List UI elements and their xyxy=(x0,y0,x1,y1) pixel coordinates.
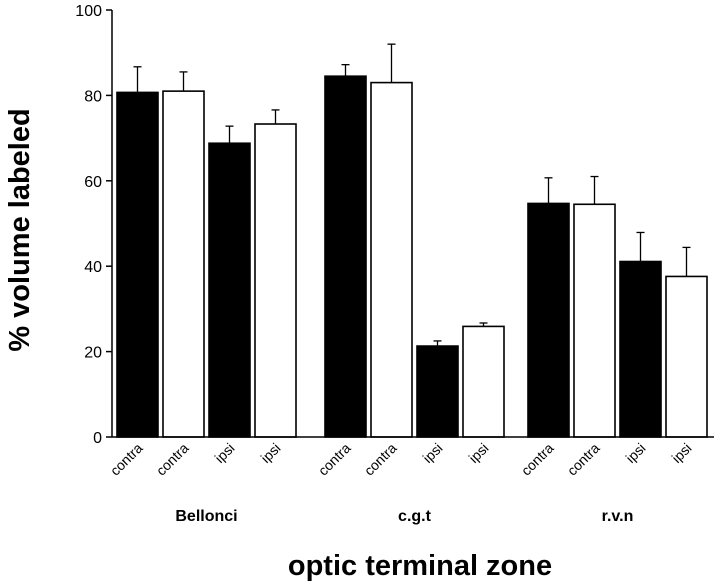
bar-Bellonci-contra-filled xyxy=(116,91,159,438)
y-tick-label: 0 xyxy=(93,430,102,447)
category-label: ipsi xyxy=(668,440,694,466)
category-label: contra xyxy=(361,440,400,479)
group-label-Bellonci: Bellonci xyxy=(175,508,237,525)
bar-c.g.t-ipsi-open xyxy=(462,325,505,438)
bar-Bellonci-ipsi-filled xyxy=(208,142,251,438)
category-label: contra xyxy=(107,440,146,479)
y-tick-label: 100 xyxy=(75,3,102,20)
bar-r.v.n-ipsi-filled xyxy=(619,260,662,438)
group-label-c.g.t: c.g.t xyxy=(398,508,432,525)
category-label: contra xyxy=(153,440,192,479)
bar-c.g.t-ipsi-filled xyxy=(416,345,459,438)
y-tick-label: 20 xyxy=(84,345,102,362)
y-tick-label: 40 xyxy=(84,259,102,276)
bar-c.g.t-contra-open xyxy=(370,81,413,438)
y-tick-label: 60 xyxy=(84,174,102,191)
category-label: contra xyxy=(564,440,603,479)
bar-r.v.n-contra-open xyxy=(573,203,616,438)
bar-Bellonci-ipsi-open xyxy=(254,123,297,438)
category-label: ipsi xyxy=(257,440,283,466)
category-label: contra xyxy=(518,440,557,479)
bars xyxy=(116,43,708,438)
category-label: ipsi xyxy=(465,440,491,466)
y-axis-title: % volume labeled xyxy=(4,108,36,351)
category-label: contra xyxy=(315,440,354,479)
category-label: ipsi xyxy=(419,440,445,466)
y-axis: 0 20 40 60 80 100 xyxy=(75,3,113,447)
bar-Bellonci-contra-open xyxy=(162,90,205,438)
y-tick-label: 80 xyxy=(84,88,102,105)
bar-r.v.n-ipsi-open xyxy=(665,275,708,438)
category-label: ipsi xyxy=(211,440,237,466)
bar-c.g.t-contra-filled xyxy=(324,75,367,438)
category-label: ipsi xyxy=(622,440,648,466)
x-axis-title: optic terminal zone xyxy=(288,550,552,582)
bar-r.v.n-contra-filled xyxy=(527,202,570,438)
group-label-r.v.n: r.v.n xyxy=(602,508,634,525)
